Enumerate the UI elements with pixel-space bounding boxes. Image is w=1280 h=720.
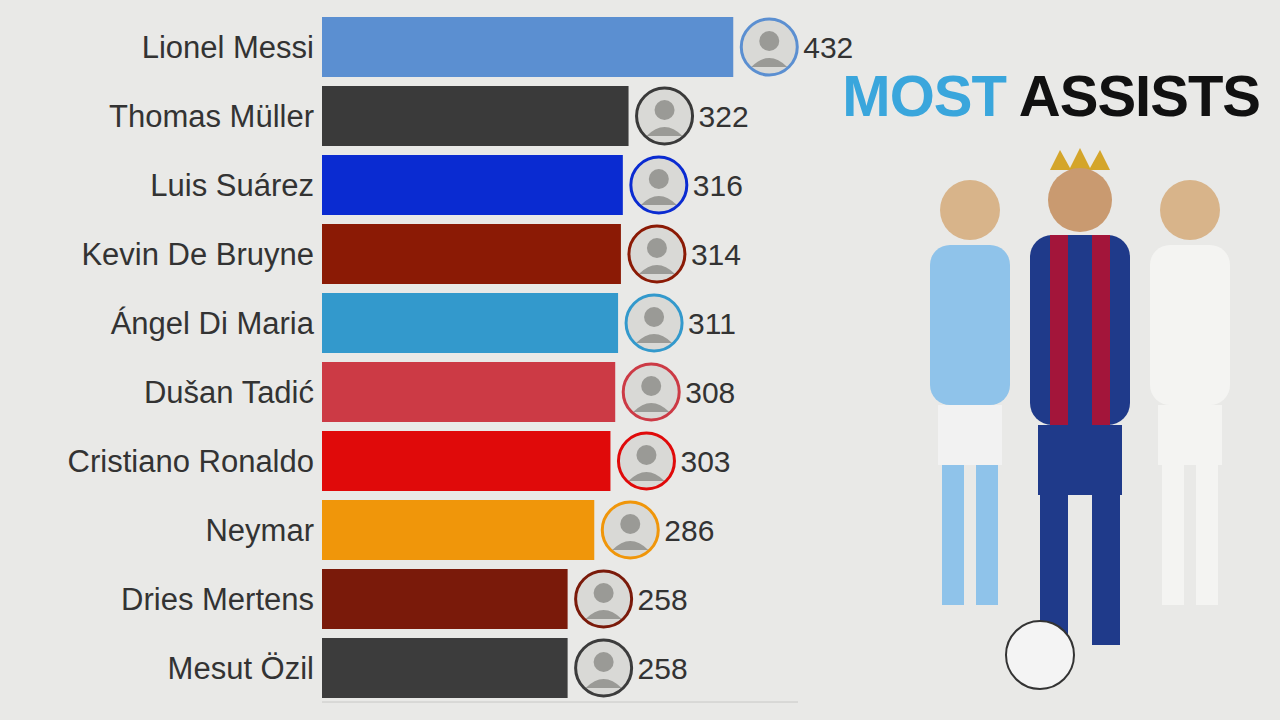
svg-text:Luis Suárez: Luis Suárez [150, 168, 314, 203]
svg-text:314: 314 [691, 238, 741, 271]
svg-text:258: 258 [638, 652, 688, 685]
svg-text:Cristiano Ronaldo: Cristiano Ronaldo [68, 444, 314, 479]
html-text:MOST ASSISTS: MOST ASSISTS [842, 63, 1260, 128]
svg-text:303: 303 [680, 445, 730, 478]
svg-text:Lionel Messi: Lionel Messi [142, 30, 314, 65]
svg-text:316: 316 [693, 169, 743, 202]
svg-text:Thomas Müller: Thomas Müller [109, 99, 314, 134]
svg-text:308: 308 [685, 376, 735, 409]
svg-text:322: 322 [699, 100, 749, 133]
svg-text:Mesut Özil: Mesut Özil [168, 651, 314, 686]
svg-text:432: 432 [803, 31, 853, 64]
svg-text:Kevin De Bruyne: Kevin De Bruyne [81, 237, 314, 272]
svg-text:Neymar: Neymar [205, 513, 314, 548]
svg-text:Dušan Tadić: Dušan Tadić [144, 375, 314, 410]
svg-text:286: 286 [664, 514, 714, 547]
svg-text:Ángel Di Maria: Ángel Di Maria [111, 306, 315, 341]
svg-text:258: 258 [638, 583, 688, 616]
svg-text:311: 311 [688, 307, 736, 340]
svg-text:Dries Mertens: Dries Mertens [121, 582, 314, 617]
